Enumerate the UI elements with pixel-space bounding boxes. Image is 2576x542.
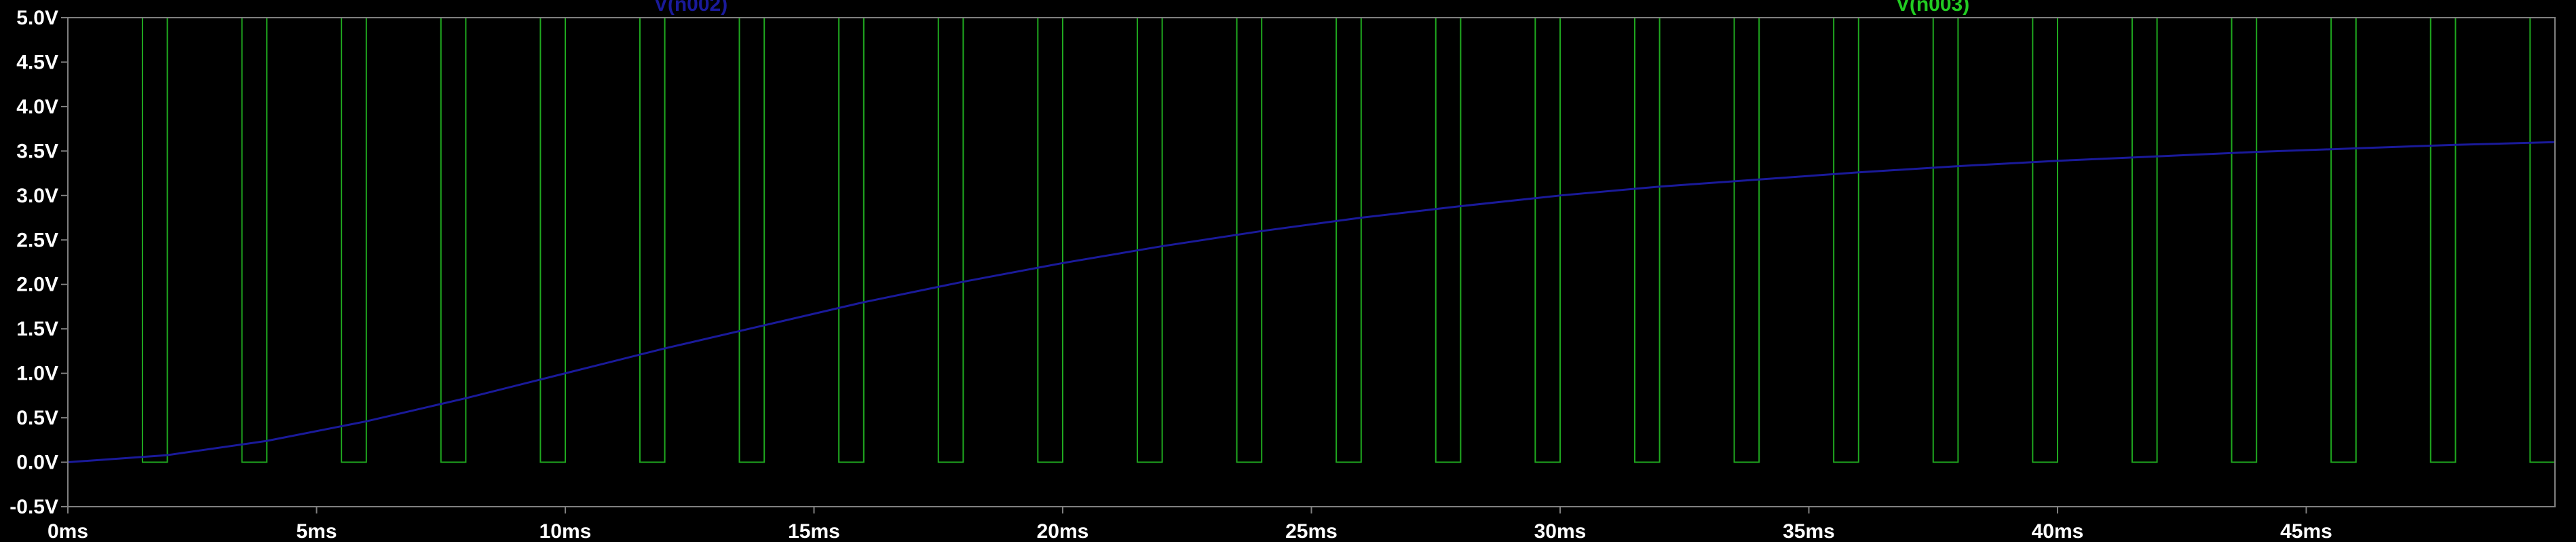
series-line-v-n002 bbox=[67, 141, 2556, 464]
y-tick-label: 3.5V bbox=[16, 140, 58, 162]
y-tick-label: 5.0V bbox=[16, 7, 58, 29]
legend: V(n002) V(n003) bbox=[654, 0, 1969, 16]
y-tick-label: 1.5V bbox=[16, 318, 58, 340]
x-tick-label: 35ms bbox=[1783, 520, 1835, 542]
x-tick-label: 30ms bbox=[1534, 520, 1587, 542]
y-tick-label: 2.5V bbox=[16, 229, 58, 251]
y-tick-label: 1.0V bbox=[16, 363, 58, 385]
x-tick-label: 10ms bbox=[539, 520, 592, 542]
y-tick-label: -0.5V bbox=[10, 496, 58, 518]
y-tick-label: 4.0V bbox=[16, 96, 58, 118]
x-tick-label: 45ms bbox=[2280, 520, 2332, 542]
x-tick-label: 0ms bbox=[48, 520, 88, 542]
x-tick-label: 25ms bbox=[1285, 520, 1338, 542]
y-tick-label: 0.0V bbox=[16, 452, 58, 474]
y-tick-label: 2.0V bbox=[16, 274, 58, 296]
legend-v-n003: V(n003) bbox=[1896, 0, 1969, 16]
x-axis-ticks: 0ms 5ms 10ms 15ms 20ms 25ms 30ms 35ms 40ms 45ms bbox=[48, 507, 2332, 542]
plot-frame bbox=[67, 17, 2556, 507]
y-tick-label: 3.0V bbox=[16, 185, 58, 207]
x-tick-label: 15ms bbox=[788, 520, 840, 542]
y-axis-ticks: 5.0V 4.5V 4.0V 3.5V 3.0V 2.5V 2.0V 1.5V 1.0V 0.5V… bbox=[10, 7, 68, 518]
x-tick-label: 40ms bbox=[2032, 520, 2084, 542]
y-tick-label: 4.5V bbox=[16, 51, 58, 73]
x-tick-label: 20ms bbox=[1037, 520, 1089, 542]
x-tick-label: 5ms bbox=[296, 520, 337, 542]
y-tick-label: 0.5V bbox=[16, 407, 58, 429]
legend-v-n002: V(n002) bbox=[654, 0, 727, 16]
